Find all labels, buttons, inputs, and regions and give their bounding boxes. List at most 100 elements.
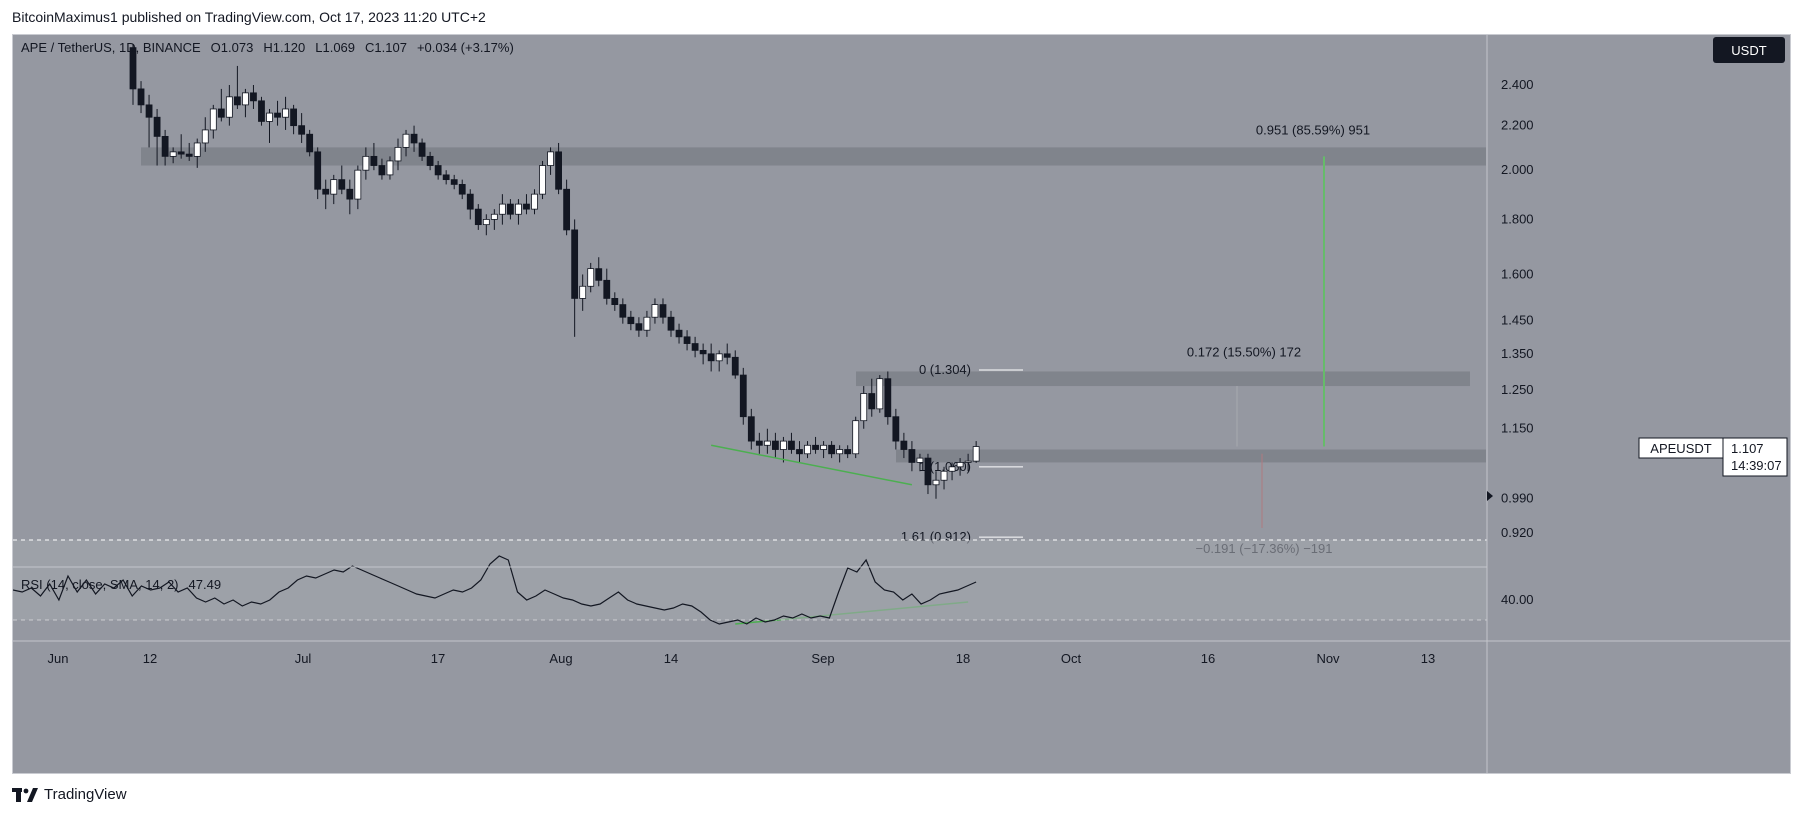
candle [587, 262, 595, 293]
candle-body-up [820, 444, 827, 450]
candle-body-up [780, 440, 787, 450]
candle-body-down [812, 444, 819, 450]
candle-body-down [314, 151, 322, 190]
candle [338, 165, 346, 195]
candle-body-up [225, 96, 233, 118]
candle [651, 298, 659, 324]
candle [627, 310, 635, 331]
time-tick-label: Jul [295, 651, 312, 666]
price-tick-label: 0.920 [1501, 525, 1534, 540]
candle [900, 432, 908, 459]
candle-body-down [611, 298, 619, 305]
candle-body-down [434, 165, 442, 176]
chart-frame[interactable]: 0 (1.304) 1 (1.060) 1.61 (0.912) 0.951 (85.… [12, 34, 1791, 774]
candle [169, 147, 177, 164]
price-tick-label: 1.800 [1501, 211, 1534, 226]
candle [177, 134, 185, 159]
candle [723, 343, 731, 365]
candle [201, 117, 209, 152]
candle [258, 96, 265, 126]
candle-body-down [868, 393, 876, 410]
candle-body-up [282, 108, 289, 118]
candle [402, 129, 410, 157]
price-tick-label: 1.350 [1501, 346, 1534, 361]
currency-button[interactable]: USDT [1713, 37, 1785, 63]
currency-button-label[interactable]: USDT [1731, 43, 1766, 58]
candle-body-down [747, 416, 755, 442]
candle-body-down [635, 323, 643, 331]
candle-body-up [394, 146, 402, 162]
candle [603, 268, 611, 305]
candle-body-up [490, 213, 498, 220]
candle-body-up [386, 160, 394, 176]
projection-label: 0.951 (85.59%) 951 [1256, 122, 1370, 137]
candle [298, 113, 306, 143]
candle [217, 88, 225, 122]
candle-body-down [523, 203, 530, 210]
candle [458, 179, 466, 200]
candle [547, 147, 554, 175]
zone-resistance [141, 147, 1486, 166]
time-tick-label: 14 [664, 651, 678, 666]
candle-body-up [547, 151, 554, 166]
candle-body-up [330, 179, 338, 195]
candle [852, 416, 860, 459]
candle [426, 151, 434, 171]
candle-body-down [426, 155, 434, 166]
symbol-title: APE / TetherUS, 1D, BINANCE O1.073 H1.120 L… [21, 40, 514, 55]
candle-body-up [354, 169, 362, 200]
candle [828, 441, 836, 459]
candle-body-down [731, 356, 739, 376]
candle-body-down [828, 444, 836, 455]
candle [410, 125, 418, 152]
candle-body-up [498, 203, 506, 215]
chart-svg[interactable]: 0 (1.304)1 (1.060)1.61 (0.912)0.951 (85.… [12, 35, 1790, 773]
candle [434, 160, 442, 180]
price-tick-label: 1.600 [1501, 266, 1534, 281]
tradingview-footer: TradingView [12, 786, 127, 803]
candle [370, 142, 378, 171]
candle [209, 104, 217, 139]
candle-body-up [852, 420, 860, 455]
candle-body-up [587, 268, 595, 287]
candle-body-up [531, 193, 538, 210]
candle-body-down [603, 279, 611, 299]
candle [820, 441, 827, 459]
candle-body-up [515, 203, 522, 215]
candle [531, 189, 538, 215]
candle [153, 108, 161, 166]
candle [948, 462, 956, 481]
tradingview-brand: TradingView [44, 786, 127, 803]
candle [314, 147, 322, 200]
candle [619, 298, 627, 324]
candle-body-down [627, 316, 635, 325]
candle-body-down [274, 112, 281, 118]
projection-label: 0.172 (15.50%) 172 [1187, 345, 1301, 360]
candle-body-up [932, 479, 940, 486]
candle [282, 96, 289, 130]
candle [386, 156, 394, 180]
candle [884, 371, 892, 425]
candle-body-down [563, 188, 571, 231]
candle [876, 375, 884, 413]
candle-body-up [804, 444, 811, 455]
candle-body-down [555, 151, 562, 190]
candle [836, 445, 844, 463]
candle [595, 257, 603, 287]
candle-body-up [482, 219, 490, 226]
time-tick-label: 16 [1201, 651, 1215, 666]
candle-body-down [796, 449, 803, 455]
candle-body-up [948, 466, 956, 472]
candle-body-down [145, 104, 153, 118]
candle [250, 85, 257, 109]
tradingview-logo-icon [12, 787, 38, 802]
candle [916, 453, 924, 472]
candle [571, 219, 579, 337]
candle [667, 310, 675, 337]
candle-body-down [129, 47, 137, 90]
candle [675, 323, 683, 344]
candle [780, 436, 787, 463]
candle [964, 453, 972, 472]
candle [442, 170, 450, 185]
candle-body-down [177, 151, 185, 155]
